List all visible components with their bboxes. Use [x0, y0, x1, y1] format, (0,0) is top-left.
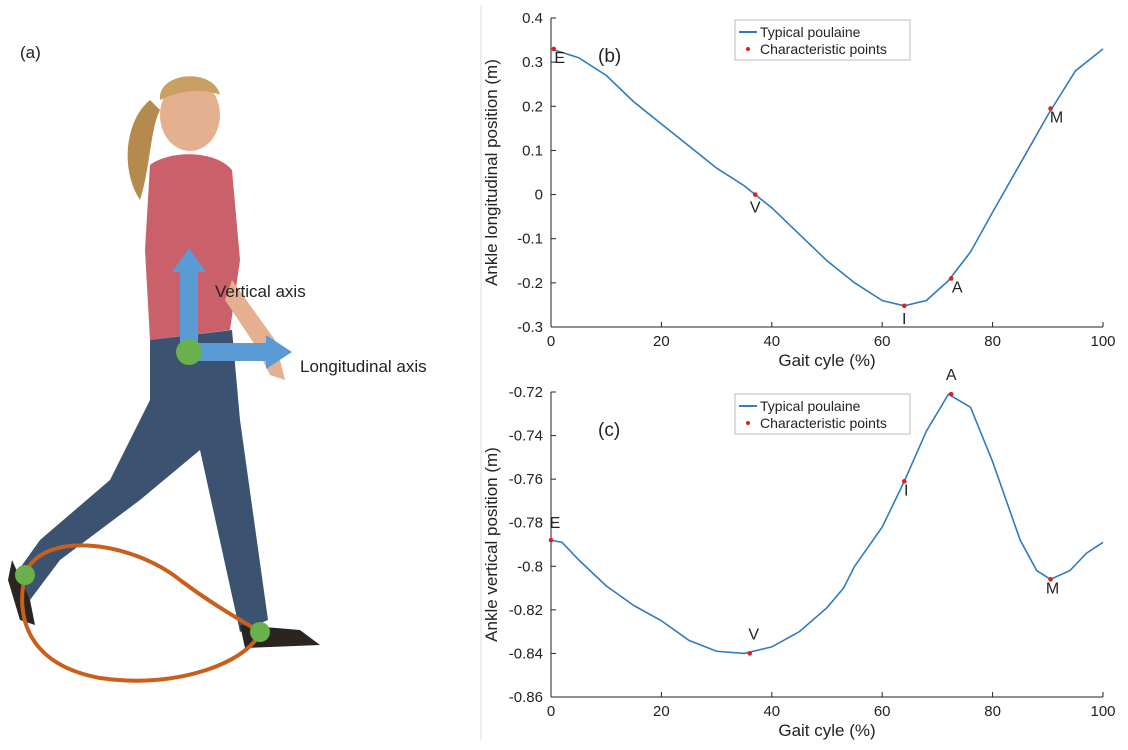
- y-tick-label: -0.8: [517, 558, 543, 575]
- ankle-marker: [176, 339, 202, 365]
- chart: -0.86 -0.84 -0.82 -0.8 -0.78 -0.76 -0.74 -0.72 0…: [482, 367, 1116, 740]
- hair: [160, 76, 220, 100]
- x-tick-label: 80: [984, 333, 1001, 350]
- y-tick-label: -0.74: [509, 428, 543, 445]
- legend-swatch: [746, 47, 750, 51]
- x-tick-label: 80: [984, 703, 1001, 720]
- point: [901, 303, 907, 309]
- legend-entry: Typical poulaine: [760, 24, 861, 40]
- point: [548, 537, 554, 543]
- point-label: I: [904, 482, 908, 499]
- legend-box: [734, 393, 911, 435]
- y-tick-label: -0.78: [509, 515, 543, 532]
- legend-box: [734, 19, 911, 61]
- y-tick-label: -0.82: [509, 602, 543, 619]
- x-tick-label: 0: [547, 703, 555, 720]
- point-label: V: [748, 626, 759, 643]
- y-tick-label: 0.4: [522, 10, 543, 27]
- longitudinal-arrow: [190, 343, 268, 361]
- y-tick-label: -0.2: [517, 275, 543, 292]
- y-tick-label: -0.76: [509, 471, 543, 488]
- ankle-marker: [250, 622, 270, 642]
- line: [550, 393, 1104, 655]
- x-tick-label: 40: [763, 333, 780, 350]
- y-tick-label: 0.2: [522, 98, 543, 115]
- point: [752, 192, 758, 197]
- point-label: M: [1050, 109, 1063, 126]
- x-tick-label: 0: [547, 333, 555, 350]
- panel-label: (a): [20, 43, 41, 62]
- longitudinal-arrow-head: [266, 335, 292, 369]
- vertical-arrow-head: [172, 248, 206, 272]
- y-tick-label: 0.1: [522, 142, 543, 159]
- x-tick-label: 20: [653, 703, 670, 720]
- point: [901, 479, 907, 484]
- panel-label: (b): [598, 46, 621, 67]
- point-label: A: [946, 367, 957, 384]
- x-tick-label: 20: [653, 333, 670, 350]
- y-tick-label: -0.3: [517, 319, 543, 336]
- point: [1048, 577, 1053, 582]
- point: [948, 276, 954, 281]
- point-label: M: [1046, 580, 1059, 597]
- axis-label: Vertical axis: [215, 282, 306, 301]
- ankle-marker: [15, 565, 35, 585]
- point-label: V: [750, 200, 761, 217]
- y-tick-label: -0.86: [509, 689, 543, 706]
- point: [948, 391, 954, 397]
- legend-swatch: [746, 421, 750, 425]
- point-label: E: [550, 515, 561, 532]
- point: [1048, 106, 1053, 111]
- y-tick-label: -0.1: [517, 231, 543, 248]
- shirt: [145, 154, 240, 340]
- y-tick-label: 0.3: [522, 54, 543, 71]
- x-tick-label: 100: [1090, 333, 1115, 350]
- x-tick-label: 40: [763, 703, 780, 720]
- jeans: [15, 330, 268, 632]
- point-label: I: [902, 311, 906, 328]
- y-tick-label: -0.72: [509, 384, 543, 401]
- head: [160, 79, 220, 151]
- axis-label: Longitudinal axis: [300, 357, 427, 376]
- illustration: (a) Vertical axis Longitudinal axis: [8, 5, 482, 740]
- legend-entry: Characteristic points: [760, 41, 887, 57]
- x-tick-label: 100: [1090, 703, 1115, 720]
- vertical-arrow: [180, 270, 198, 352]
- y-axis-label: Ankle vertical position (m): [482, 447, 501, 642]
- line: [550, 48, 1104, 307]
- y-axis-label: Ankle longitudinal position (m): [482, 59, 501, 286]
- x-axis-label: Gait cyle (%): [778, 721, 875, 740]
- y-tick-label: 0: [535, 187, 543, 204]
- legend-entry: Characteristic points: [760, 415, 887, 431]
- x-tick-label: 60: [874, 703, 891, 720]
- y-tick-label: -0.84: [509, 645, 543, 662]
- point-label: E: [554, 50, 565, 67]
- legend-entry: Typical poulaine: [760, 398, 861, 414]
- point: [747, 651, 753, 656]
- point: [551, 46, 557, 52]
- chart: -0.3 -0.2 -0.1 0 0.1 0.2 0.3 0.4 0 20 40 60 80 100 Gai…: [482, 10, 1116, 370]
- poulaine-loop: [20, 543, 263, 683]
- ponytail: [127, 100, 160, 200]
- point-label: A: [952, 279, 963, 296]
- x-tick-label: 60: [874, 333, 891, 350]
- panel-label: (c): [598, 420, 620, 441]
- x-axis-label: Gait cyle (%): [778, 351, 875, 370]
